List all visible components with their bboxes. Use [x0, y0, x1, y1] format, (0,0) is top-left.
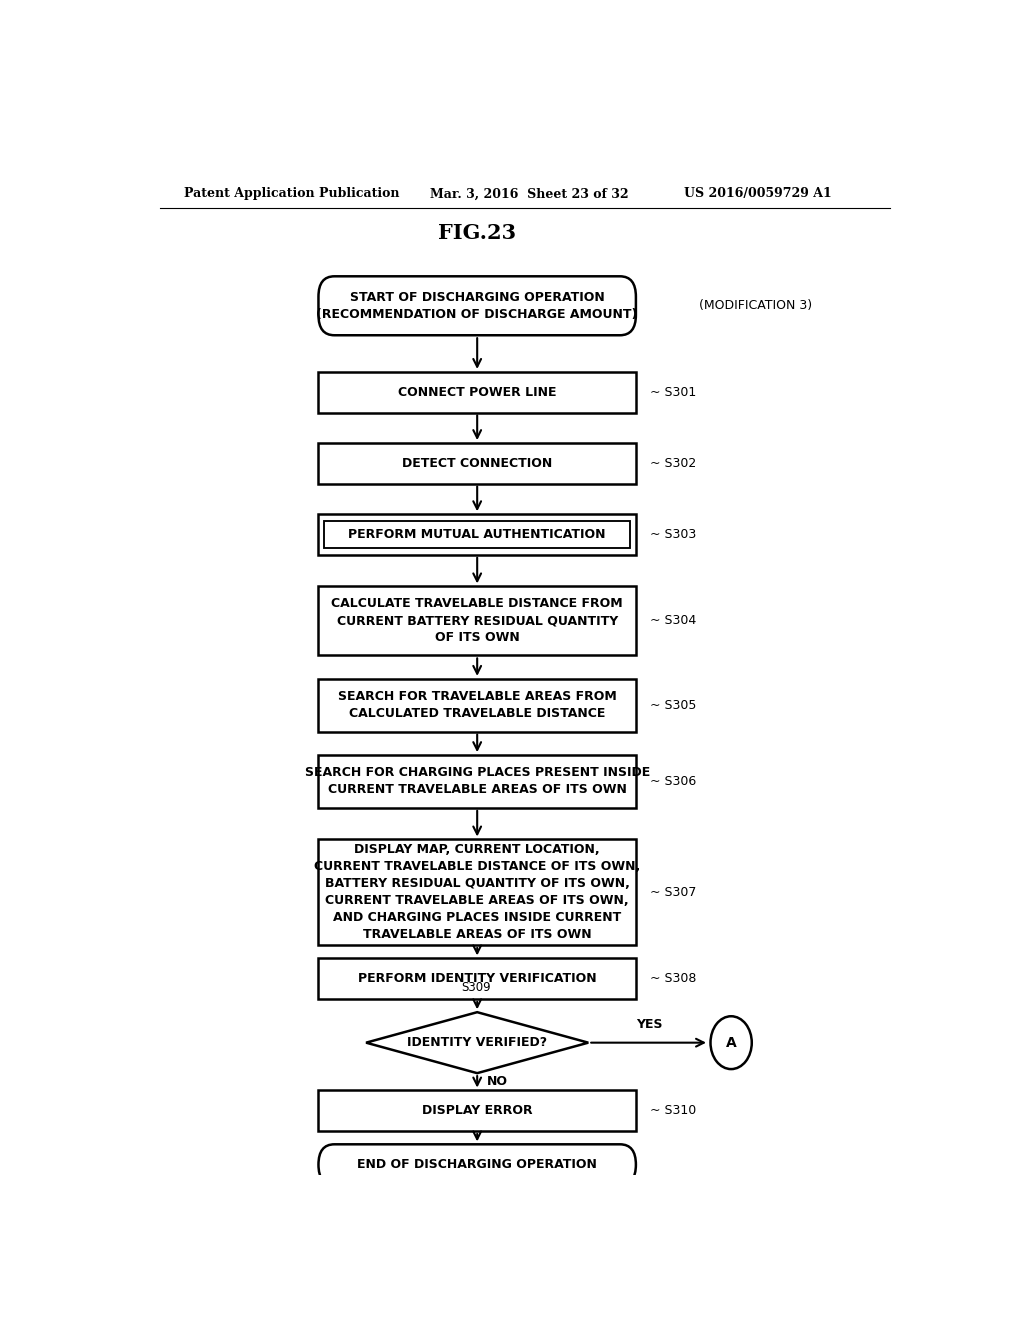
Text: Patent Application Publication: Patent Application Publication	[183, 187, 399, 201]
Text: DETECT CONNECTION: DETECT CONNECTION	[402, 457, 552, 470]
Text: S309: S309	[461, 981, 490, 994]
Text: ~ S308: ~ S308	[650, 972, 696, 985]
Bar	[318, 513, 636, 554]
Text: ~ S307: ~ S307	[650, 886, 696, 899]
Text: ~ S302: ~ S302	[650, 457, 696, 470]
Text: ~ S304: ~ S304	[650, 614, 696, 627]
Text: (MODIFICATION 3): (MODIFICATION 3)	[699, 300, 812, 313]
Text: NO: NO	[486, 1076, 508, 1088]
Text: ~ S303: ~ S303	[650, 528, 696, 541]
Bar	[318, 678, 636, 731]
Text: START OF DISCHARGING OPERATION
(RECOMMENDATION OF DISCHARGE AMOUNT): START OF DISCHARGING OPERATION (RECOMMEN…	[316, 290, 638, 321]
Bar	[318, 840, 636, 945]
Text: CALCULATE TRAVELABLE DISTANCE FROM
CURRENT BATTERY RESIDUAL QUANTITY
OF ITS OWN: CALCULATE TRAVELABLE DISTANCE FROM CURRE…	[332, 598, 623, 644]
Text: US 2016/0059729 A1: US 2016/0059729 A1	[684, 187, 831, 201]
Bar	[318, 755, 636, 808]
Text: FIG.23: FIG.23	[438, 223, 516, 243]
Text: A: A	[726, 1036, 736, 1049]
Text: ~ S306: ~ S306	[650, 775, 696, 788]
Text: ~ S310: ~ S310	[650, 1105, 696, 1117]
Text: ~ S301: ~ S301	[650, 385, 696, 399]
FancyBboxPatch shape	[318, 276, 636, 335]
Text: END OF DISCHARGING OPERATION: END OF DISCHARGING OPERATION	[357, 1158, 597, 1171]
Text: SEARCH FOR CHARGING PLACES PRESENT INSIDE
CURRENT TRAVELABLE AREAS OF ITS OWN: SEARCH FOR CHARGING PLACES PRESENT INSID…	[304, 767, 650, 796]
Bar	[318, 444, 636, 483]
Bar	[318, 958, 636, 999]
Text: PERFORM IDENTITY VERIFICATION: PERFORM IDENTITY VERIFICATION	[357, 972, 597, 985]
FancyBboxPatch shape	[318, 1144, 636, 1185]
Text: IDENTITY VERIFIED?: IDENTITY VERIFIED?	[408, 1036, 547, 1049]
Bar	[324, 521, 631, 548]
Text: DISPLAY MAP, CURRENT LOCATION,
CURRENT TRAVELABLE DISTANCE OF ITS OWN,
BATTERY R: DISPLAY MAP, CURRENT LOCATION, CURRENT T…	[314, 843, 640, 941]
Text: DISPLAY ERROR: DISPLAY ERROR	[422, 1105, 532, 1117]
Bar	[318, 1090, 636, 1131]
Text: YES: YES	[636, 1018, 663, 1031]
Text: SEARCH FOR TRAVELABLE AREAS FROM
CALCULATED TRAVELABLE DISTANCE: SEARCH FOR TRAVELABLE AREAS FROM CALCULA…	[338, 690, 616, 721]
Text: CONNECT POWER LINE: CONNECT POWER LINE	[398, 385, 556, 399]
Polygon shape	[367, 1012, 588, 1073]
Text: Mar. 3, 2016  Sheet 23 of 32: Mar. 3, 2016 Sheet 23 of 32	[430, 187, 628, 201]
Text: PERFORM MUTUAL AUTHENTICATION: PERFORM MUTUAL AUTHENTICATION	[348, 528, 606, 541]
Bar	[318, 586, 636, 656]
Bar	[318, 372, 636, 412]
Text: ~ S305: ~ S305	[650, 698, 696, 711]
